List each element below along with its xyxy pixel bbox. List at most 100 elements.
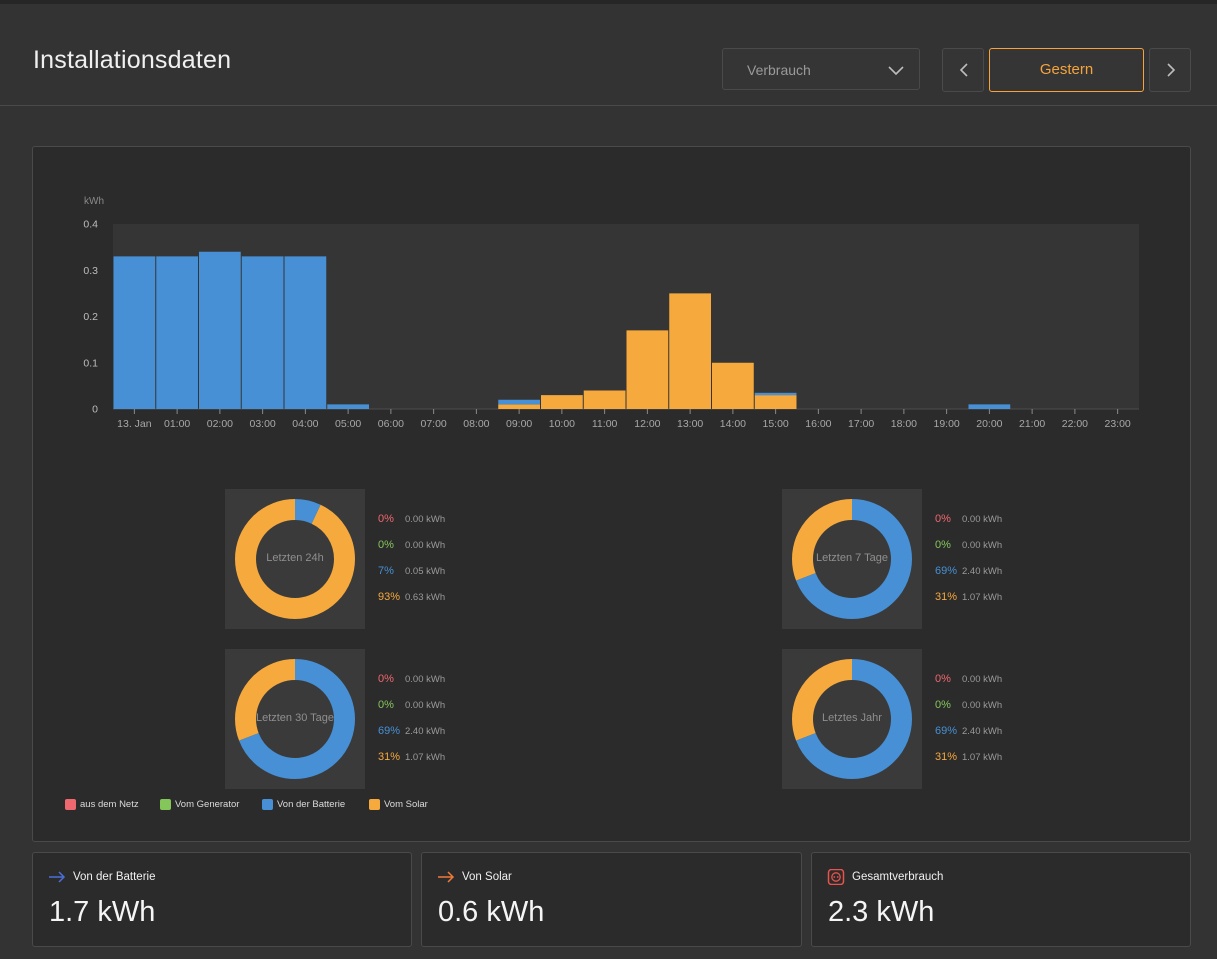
chevron-left-icon <box>959 63 968 77</box>
x-tick-label: 01:00 <box>164 418 190 430</box>
chart-plot-area <box>113 224 1139 409</box>
solar-energy-card: Von Solar 0.6 kWh <box>421 852 802 947</box>
bar-solar[interactable] <box>626 330 669 409</box>
card-title: Von der Batterie <box>73 871 156 883</box>
card-value: 0.6 kWh <box>438 896 545 928</box>
legend-label: aus dem Netz <box>80 799 139 810</box>
bar-battery[interactable] <box>284 256 327 409</box>
x-tick-label: 19:00 <box>933 418 959 430</box>
donut-label: Letzten 24h <box>266 552 324 564</box>
stat-value: 2.40 kWh <box>962 726 1003 737</box>
x-tick-label: 06:00 <box>378 418 404 430</box>
stat-percent: 69% <box>935 565 958 577</box>
stat-percent: 0% <box>378 539 394 551</box>
top-strip <box>0 0 1217 4</box>
bar-solar[interactable] <box>541 395 583 409</box>
donut-chart-30-days: Letzten 30 Tage <box>225 649 365 789</box>
y-axis-label: kWh <box>84 196 104 207</box>
next-period-button[interactable] <box>1149 48 1191 92</box>
x-tick-label: 03:00 <box>249 418 275 430</box>
bar-battery[interactable] <box>968 404 1011 409</box>
x-tick-label: 08:00 <box>463 418 489 430</box>
donut-segment-battery <box>792 499 912 619</box>
stat-percent: 0% <box>378 513 394 525</box>
bar-battery[interactable] <box>241 256 284 409</box>
bar-solar[interactable] <box>754 395 797 409</box>
donut-label: Letzten 30 Tage <box>255 712 335 724</box>
legend-swatch <box>369 799 380 810</box>
x-tick-label: 05:00 <box>335 418 361 430</box>
bar-solar[interactable] <box>583 390 626 410</box>
arrow-right-icon <box>49 871 66 883</box>
donut-segment-battery <box>235 659 355 779</box>
stat-value: 1.07 kWh <box>962 752 1003 763</box>
y-tick-label: 0.4 <box>83 219 98 231</box>
bar-solar[interactable] <box>669 293 711 409</box>
bar-battery[interactable] <box>113 256 156 409</box>
card-title: Von Solar <box>462 871 512 883</box>
stat-percent: 69% <box>935 725 958 737</box>
x-tick-label: 21:00 <box>1019 418 1045 430</box>
card-title: Gesamtverbrauch <box>852 871 944 883</box>
stat-percent: 7% <box>378 565 394 577</box>
battery-energy-card: Von der Batterie 1.7 kWh <box>32 852 412 947</box>
donut-chart-year: Letztes Jahr <box>782 649 922 789</box>
y-tick-label: 0.1 <box>83 357 98 369</box>
bar-solar[interactable] <box>712 362 754 409</box>
stat-value: 0.00 kWh <box>405 540 446 551</box>
stat-value: 0.00 kWh <box>962 700 1003 711</box>
stat-value: 1.07 kWh <box>962 592 1003 603</box>
y-tick-label: 0.2 <box>83 311 98 323</box>
x-tick-label: 09:00 <box>506 418 532 430</box>
legend-swatch <box>65 799 76 810</box>
data-type-select[interactable]: Verbrauch <box>722 48 920 90</box>
x-tick-label: 12:00 <box>634 418 660 430</box>
x-tick-label: 16:00 <box>805 418 831 430</box>
stat-percent: 0% <box>935 539 951 551</box>
arrow-right-icon <box>438 871 455 883</box>
stat-value: 0.00 kWh <box>962 674 1003 685</box>
stat-percent: 31% <box>935 751 958 763</box>
bar-battery[interactable] <box>199 251 241 409</box>
chevron-down-icon <box>888 66 904 76</box>
stat-percent: 0% <box>378 699 394 711</box>
stat-value: 2.40 kWh <box>405 726 446 737</box>
stat-percent: 0% <box>935 673 951 685</box>
y-tick-label: 0.3 <box>83 265 98 277</box>
stat-value: 0.00 kWh <box>405 700 446 711</box>
x-tick-label: 04:00 <box>292 418 318 430</box>
x-tick-label: 22:00 <box>1062 418 1088 430</box>
page-header: Installationsdaten Verbrauch Gestern <box>0 4 1217 106</box>
previous-period-button[interactable] <box>942 48 984 92</box>
page-title: Installationsdaten <box>33 46 232 74</box>
stat-percent: 0% <box>378 673 394 685</box>
bar-solar[interactable] <box>498 404 540 409</box>
card-value: 2.3 kWh <box>828 896 935 928</box>
x-tick-label: 02:00 <box>207 418 233 430</box>
donut-segment-battery <box>235 499 355 619</box>
bar-battery[interactable] <box>754 392 797 396</box>
stat-percent: 93% <box>378 591 401 603</box>
stat-value: 0.00 kWh <box>405 514 446 525</box>
total-consumption-card: Gesamtverbrauch 2.3 kWh <box>811 852 1191 947</box>
bar-battery[interactable] <box>156 256 198 409</box>
x-tick-label: 13. Jan <box>117 418 152 430</box>
legend-label: Vom Solar <box>384 799 428 810</box>
bar-battery[interactable] <box>327 404 369 409</box>
stat-value: 0.63 kWh <box>405 592 446 603</box>
consumption-panel: kWh 0 0.1 0.2 0.3 0.4 13. Jan 01:00 02:00 03:00 04… <box>32 146 1191 842</box>
legend-swatch <box>160 799 171 810</box>
hourly-consumption-chart: kWh 0 0.1 0.2 0.3 0.4 13. Jan 01:00 02:00 03:00 04… <box>83 196 1139 430</box>
legend-label: Von der Batterie <box>277 799 346 810</box>
x-tick-label: 20:00 <box>976 418 1002 430</box>
stat-value: 0.05 kWh <box>405 566 446 577</box>
x-tick-label: 23:00 <box>1104 418 1130 430</box>
card-value: 1.7 kWh <box>49 896 156 928</box>
period-button[interactable]: Gestern <box>989 48 1144 92</box>
x-tick-label: 17:00 <box>848 418 874 430</box>
stat-value: 0.00 kWh <box>405 674 446 685</box>
x-tick-label: 10:00 <box>549 418 575 430</box>
power-socket-icon <box>827 869 845 885</box>
bar-battery[interactable] <box>498 399 540 405</box>
stat-value: 1.07 kWh <box>405 752 446 763</box>
